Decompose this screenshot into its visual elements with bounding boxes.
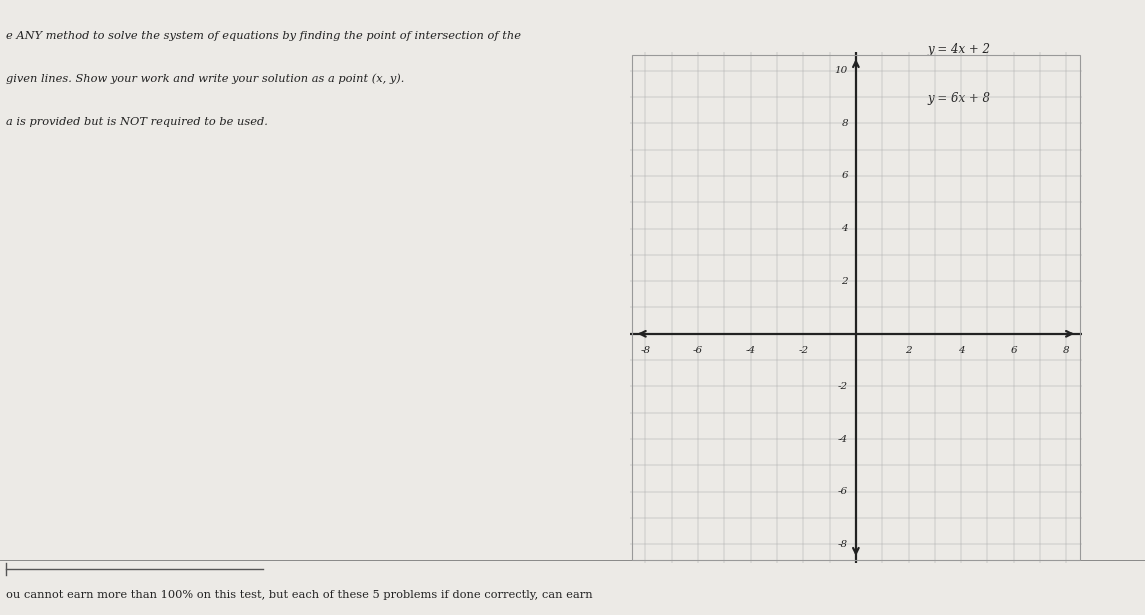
Text: ou cannot earn more than 100% on this test, but each of these 5 problems if done: ou cannot earn more than 100% on this te… bbox=[6, 590, 592, 600]
Text: -8: -8 bbox=[838, 540, 848, 549]
Text: 6: 6 bbox=[1010, 346, 1017, 355]
Text: e ANY method to solve the system of equations by finding the point of intersecti: e ANY method to solve the system of equa… bbox=[6, 31, 521, 41]
Text: 2: 2 bbox=[842, 277, 848, 286]
Text: a is provided but is NOT required to be used.: a is provided but is NOT required to be … bbox=[6, 117, 268, 127]
Text: -6: -6 bbox=[838, 487, 848, 496]
Text: -4: -4 bbox=[838, 435, 848, 443]
Text: y = 4x + 2: y = 4x + 2 bbox=[927, 43, 990, 56]
Text: -6: -6 bbox=[693, 346, 703, 355]
Text: 4: 4 bbox=[958, 346, 964, 355]
Text: given lines. Show your work and write your solution as a point (x, y).: given lines. Show your work and write yo… bbox=[6, 74, 404, 84]
Text: 8: 8 bbox=[842, 119, 848, 128]
Text: -4: -4 bbox=[745, 346, 756, 355]
Text: 6: 6 bbox=[842, 172, 848, 180]
Text: 10: 10 bbox=[835, 66, 848, 75]
Text: 8: 8 bbox=[1063, 346, 1069, 355]
Text: -8: -8 bbox=[640, 346, 650, 355]
Text: 4: 4 bbox=[842, 224, 848, 233]
Text: -2: -2 bbox=[798, 346, 808, 355]
Text: y = 6x + 8: y = 6x + 8 bbox=[927, 92, 990, 105]
Text: 2: 2 bbox=[906, 346, 911, 355]
Text: -2: -2 bbox=[838, 382, 848, 391]
